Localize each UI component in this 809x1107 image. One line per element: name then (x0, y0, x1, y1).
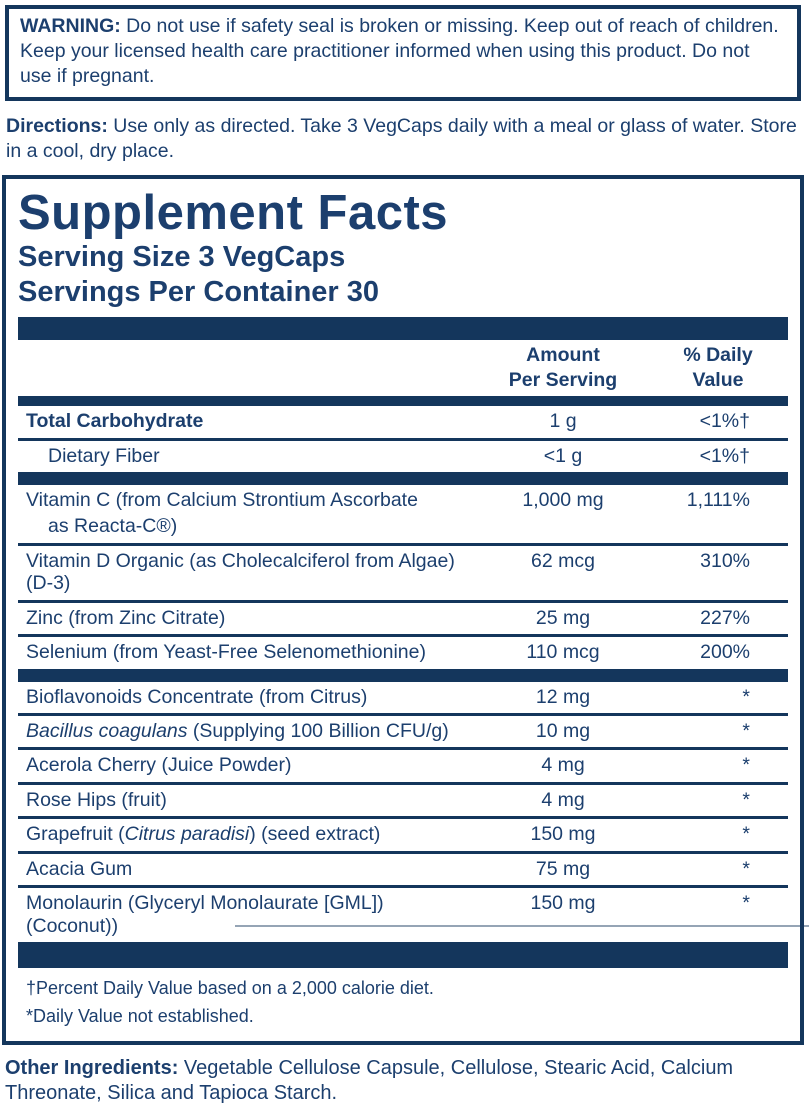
amount-value: 1 g (549, 410, 577, 433)
ingredient-name: Rose Hips (fruit) (26, 788, 167, 811)
table-row: Acerola Cherry (Juice Powder) 4 mg * (18, 747, 788, 781)
daily-value: 200% (700, 641, 750, 664)
other-ingredients: Other Ingredients: Vegetable Cellulose C… (5, 1056, 801, 1107)
ingredient-name: Dietary Fiber (48, 444, 160, 467)
amount-value: 10 mg (535, 719, 591, 742)
daily-value: * (742, 754, 750, 777)
amount-value: 4 mg (541, 754, 585, 777)
group-divider-bar (18, 472, 788, 486)
table-row: Monolaurin (Glyceryl Monolaurate [GML]) … (18, 885, 788, 942)
footnote-daily-value: †Percent Daily Value based on a 2,000 ca… (26, 977, 434, 998)
daily-value: 227% (700, 606, 750, 629)
table-row: Rose Hips (fruit) 4 mg * (18, 781, 788, 816)
amount-value: 4 mg (541, 788, 585, 811)
top-divider-bar (18, 317, 788, 341)
cutoff-rule (235, 925, 809, 927)
daily-value: * (742, 892, 750, 915)
ingredient-name: Monolaurin (Glyceryl Monolaurate [GML]) … (26, 892, 384, 937)
ingredient-name: Acerola Cherry (Juice Powder) (26, 754, 292, 777)
ingredient-name: Total Carbohydrate (26, 410, 204, 433)
table-row: Vitamin C (from Calcium Strontium Ascorb… (18, 485, 788, 543)
facts-rows: Total Carbohydrate 1 g <1%† Dietary Fiber <1… (18, 406, 788, 942)
amount-value: 1,000 mg (522, 489, 604, 512)
ingredient-name: Bioflavonoids Concentrate (from Citrus) (26, 685, 368, 708)
daily-value: <1%† (699, 410, 750, 433)
daily-value: 310% (700, 549, 750, 572)
ingredient-name: Acacia Gum (26, 857, 133, 880)
ingredient-name-line2: as Reacta-C®) (48, 515, 178, 538)
footnote-not-established: *Daily Value not established. (26, 1005, 254, 1026)
ingredient-name: Grapefruit (Citrus paradisi) (seed extra… (26, 823, 381, 846)
amount-value: 12 mg (535, 685, 591, 708)
ingredient-name: Selenium (from Yeast-Free Selenomethioni… (26, 641, 426, 664)
amount-value: 75 mg (535, 857, 591, 880)
footnotes: †Percent Daily Value based on a 2,000 ca… (18, 968, 788, 1033)
table-row: Vitamin D Organic (as Cholecalciferol fr… (18, 542, 788, 600)
daily-value: * (742, 719, 750, 742)
percent-daily-value-header: % Daily Value (683, 344, 753, 391)
table-row: Bacillus coagulans (Supplying 100 Billio… (18, 712, 788, 747)
amount-per-serving-header: Amount Per Serving (508, 344, 618, 391)
table-row: Dietary Fiber <1 g <1%† (18, 437, 788, 472)
amount-value: 150 mg (530, 823, 596, 846)
ingredient-name: Vitamin C (from Calcium Strontium Ascorb… (18, 489, 478, 538)
amount-value: 62 mcg (531, 549, 595, 572)
table-row: Acacia Gum 75 mg * (18, 850, 788, 885)
ingredient-name: Zinc (from Zinc Citrate) (26, 606, 226, 629)
table-row: Selenium (from Yeast-Free Selenomethioni… (18, 634, 788, 668)
serving-size: Serving Size 3 VegCaps (18, 240, 346, 273)
warning-box: WARNING: Do not use if safety seal is br… (5, 5, 801, 101)
daily-value: * (742, 823, 750, 846)
ingredient-name: Vitamin D Organic (as Cholecalciferol fr… (26, 549, 455, 595)
daily-value: * (742, 857, 750, 880)
ingredient-name: Bacillus coagulans (Supplying 100 Billio… (26, 719, 449, 742)
directions-label: Directions: (6, 114, 108, 137)
table-row: Bioflavonoids Concentrate (from Citrus) 1… (18, 682, 788, 713)
daily-value: 1,111% (686, 489, 750, 512)
supplement-facts-panel: Supplement Facts Serving Size 3 VegCaps … (2, 174, 804, 1045)
supplement-facts-title: Supplement Facts (18, 185, 449, 240)
header-divider-bar (18, 396, 788, 407)
amount-value: 110 mcg (526, 641, 600, 664)
warning-text: Do not use if safety seal is broken or m… (20, 15, 779, 87)
table-row: Zinc (from Zinc Citrate) 25 mg 227% (18, 599, 788, 634)
other-ingredients-label: Other Ingredients: (5, 1056, 179, 1079)
table-row: Total Carbohydrate 1 g <1%† (18, 406, 788, 437)
warning-label: WARNING: (20, 15, 121, 37)
group-divider-bar (18, 668, 788, 682)
daily-value: <1%† (699, 444, 750, 467)
directions: Directions: Use only as directed. Take 3… (6, 114, 801, 164)
daily-value: * (742, 685, 750, 708)
bottom-divider-bar (18, 941, 788, 968)
amount-value: <1 g (543, 444, 583, 467)
table-header-row: Amount Per Serving % Daily Value (18, 340, 788, 396)
amount-value: 25 mg (535, 606, 591, 629)
table-row: Grapefruit (Citrus paradisi) (seed extra… (18, 816, 788, 850)
daily-value: * (742, 788, 750, 811)
amount-value: 150 mg (530, 892, 596, 915)
directions-text: Use only as directed. Take 3 VegCaps dai… (6, 114, 797, 162)
servings-per-container: Servings Per Container 30 (18, 276, 380, 309)
